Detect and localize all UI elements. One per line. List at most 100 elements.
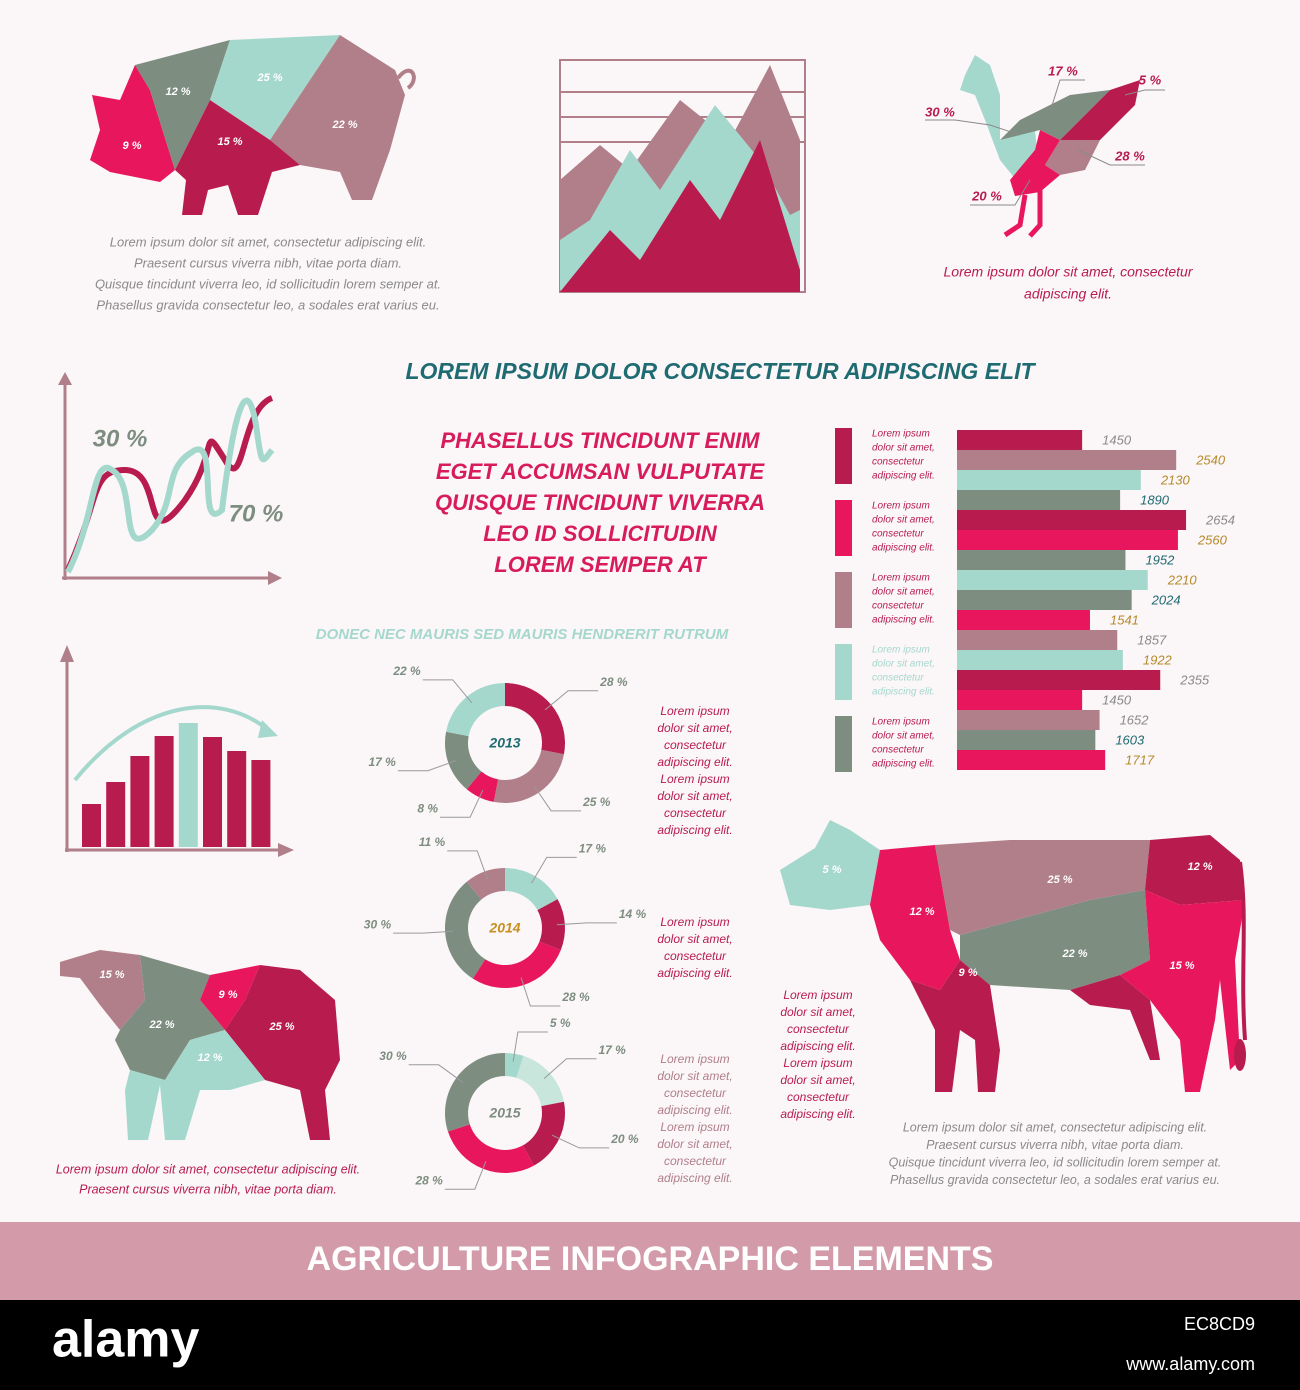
legend-text: consectetur <box>872 601 924 612</box>
legend-text: adipiscing elit. <box>872 615 935 626</box>
sheep-caption: Lorem ipsum dolor sit amet, consectetur … <box>56 1162 360 1176</box>
legend-text: Lorem ipsum <box>872 717 930 728</box>
donut-note: Lorem ipsum <box>660 1052 729 1066</box>
donut-note: adipiscing elit. <box>657 755 732 769</box>
value-label: 2560 <box>1197 532 1228 547</box>
leader-line <box>422 679 473 704</box>
leader-line <box>408 1064 464 1083</box>
bar <box>957 730 1096 750</box>
sheep-caption: Praesent cursus viverra nibh, vitae port… <box>79 1182 337 1196</box>
donut-title: 2013 <box>488 735 520 751</box>
donut-note: consectetur <box>664 1086 727 1100</box>
bar <box>957 550 1126 570</box>
percent-label: 15 % <box>217 136 242 148</box>
value-label: 2654 <box>1205 512 1235 527</box>
percent-label: 25 % <box>1046 874 1072 886</box>
donut-note: consectetur <box>664 949 727 963</box>
legend-text: Lorem ipsum <box>872 645 930 656</box>
watermark-logo: alamy <box>52 1311 200 1369</box>
donut-note: adipiscing elit. <box>657 1103 732 1117</box>
donut-slice <box>505 868 558 911</box>
cow-note: Lorem ipsum <box>783 988 852 1002</box>
value-label: 1450 <box>1102 692 1132 707</box>
legend-text: dolor sit amet, <box>872 731 935 742</box>
bar <box>251 760 271 847</box>
donut-slice <box>505 1053 524 1078</box>
pig-caption: Quisque tincidunt viverra leo, id sollic… <box>95 276 441 291</box>
donut-note: consectetur <box>664 806 727 820</box>
donut-note: consectetur <box>664 738 727 752</box>
watermark-id: EC8CD9 <box>1184 1314 1255 1334</box>
percent-label: 15 % <box>99 969 124 981</box>
donut-note: consectetur <box>664 1154 727 1168</box>
percent-label: 15 % <box>1169 960 1194 972</box>
chicken-illustration <box>925 55 1165 238</box>
donut-title: 2014 <box>488 920 520 936</box>
donut-slice <box>445 1053 505 1132</box>
bar <box>178 723 198 847</box>
legend-text: dolor sit amet, <box>872 587 935 598</box>
value-label: 2130 <box>1160 472 1191 487</box>
legend-text: dolor sit amet, <box>872 659 935 670</box>
percent-label: 12 % <box>1187 861 1212 873</box>
percent-label: 12 % <box>197 1052 222 1064</box>
percent-label: 25 % <box>268 1021 294 1033</box>
bar <box>154 736 174 847</box>
bar <box>203 737 222 847</box>
value-label: 2024 <box>1151 592 1181 607</box>
value-label: 28 % <box>599 675 628 689</box>
leader-line <box>531 856 577 884</box>
highlight-line: PHASELLUS TINCIDUNT ENIM <box>441 428 761 453</box>
legend-text: adipiscing elit. <box>872 687 935 698</box>
value-label: 30 % <box>379 1049 407 1063</box>
value-label: 1541 <box>1110 612 1139 627</box>
legend-text: adipiscing elit. <box>872 471 935 482</box>
value-label: 1717 <box>1125 752 1155 767</box>
percent-label: 22 % <box>331 119 357 131</box>
donut-slice <box>466 868 505 900</box>
percent-label: 20 % <box>971 188 1002 203</box>
bar <box>957 630 1118 650</box>
value-label: 2540 <box>1195 452 1226 467</box>
legend-swatch <box>835 500 852 556</box>
legend-text: adipiscing elit. <box>872 543 935 554</box>
legend-text: consectetur <box>872 673 924 684</box>
leader-line <box>520 977 561 1007</box>
watermark-band <box>0 1300 1300 1390</box>
value-label: 17 % <box>579 842 607 856</box>
percent-label: 12 % <box>165 86 190 98</box>
cow-note: Lorem ipsum <box>783 1056 852 1070</box>
value-label: 1652 <box>1120 712 1150 727</box>
donut-slice <box>493 749 564 803</box>
percent-label: 9 % <box>219 989 238 1001</box>
value-label: 17 % <box>368 755 396 769</box>
value-label: 1603 <box>1115 732 1145 747</box>
bar <box>957 590 1132 610</box>
value-label: 22 % <box>392 664 421 678</box>
donut-slice <box>472 941 561 988</box>
cow-note: consectetur <box>787 1090 850 1104</box>
value-label: 1450 <box>1102 432 1132 447</box>
percent-label: 22 % <box>148 1019 174 1031</box>
value-label: 1857 <box>1137 632 1167 647</box>
donut-slice <box>445 881 486 979</box>
legend-swatch <box>835 644 852 700</box>
donut-slice <box>522 1101 565 1166</box>
highlight-line: QUISQUE TINCIDUNT VIVERRA <box>435 490 765 515</box>
bar <box>957 490 1121 510</box>
subheading: DONEC NEC MAURIS SED MAURIS HENDRERIT RU… <box>316 626 729 643</box>
percent-label: 9 % <box>123 140 142 152</box>
pig-illustration <box>90 35 416 215</box>
donut-note: adipiscing elit. <box>657 966 732 980</box>
donut-note: Lorem ipsum <box>660 772 729 786</box>
leader-line <box>444 1161 487 1190</box>
donut-slice <box>466 771 499 802</box>
bar <box>957 670 1161 690</box>
legend-text: Lorem ipsum <box>872 501 930 512</box>
value-label: 28 % <box>414 1173 443 1187</box>
value-label: 14 % <box>619 907 647 921</box>
donut-note: adipiscing elit. <box>657 1171 732 1185</box>
legend-text: consectetur <box>872 457 924 468</box>
highlight-line: LEO ID SOLLICITUDIN <box>483 521 718 546</box>
bar <box>957 570 1148 590</box>
